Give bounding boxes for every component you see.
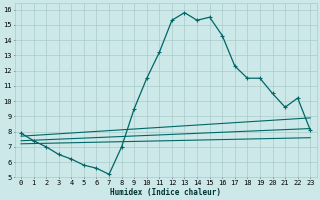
X-axis label: Humidex (Indice chaleur): Humidex (Indice chaleur) [110, 188, 221, 197]
